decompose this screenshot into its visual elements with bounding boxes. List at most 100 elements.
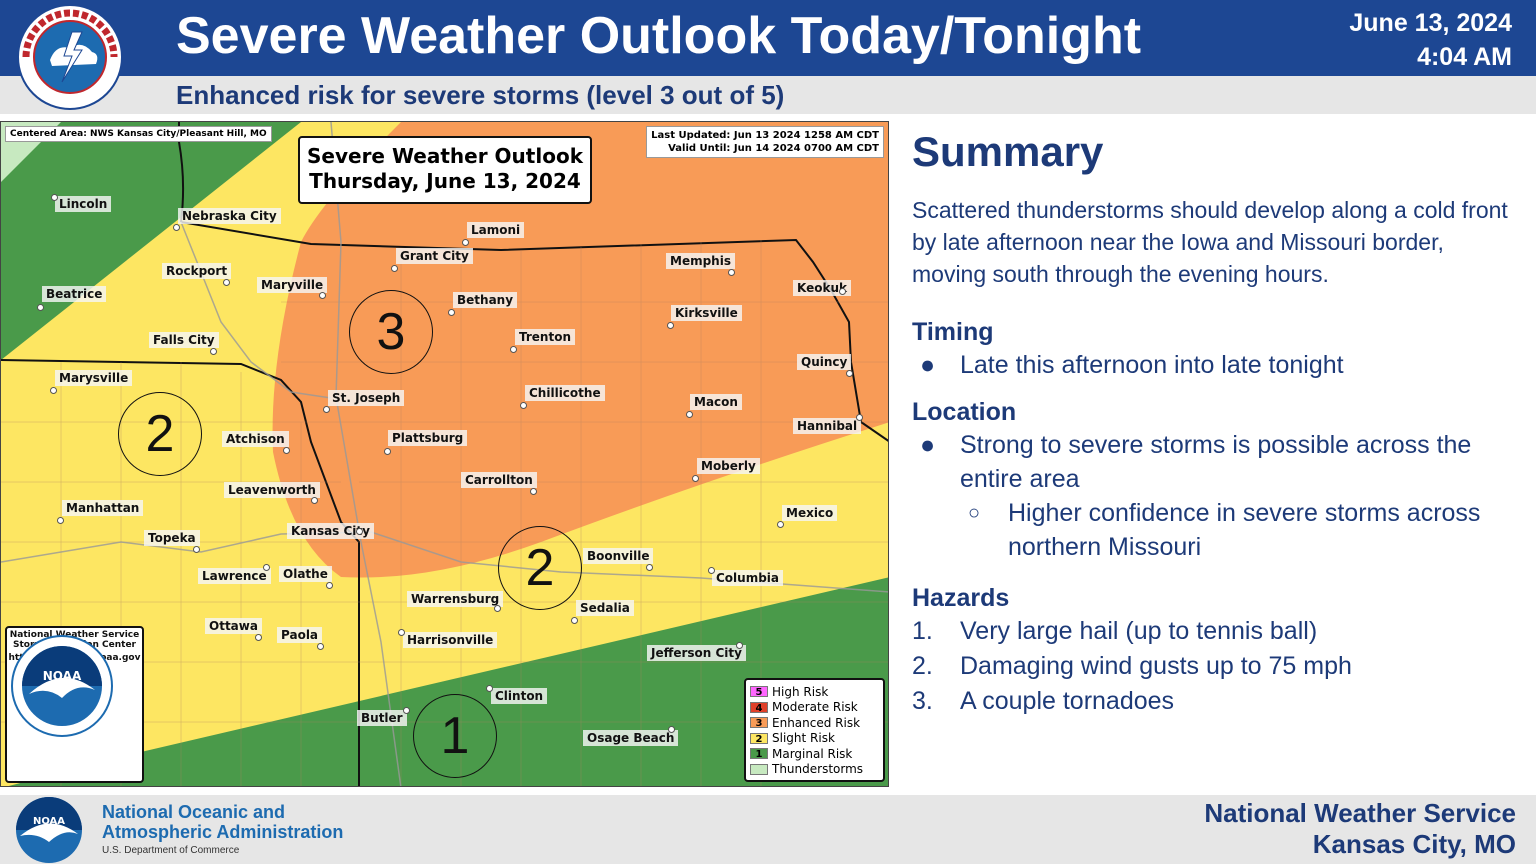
city-dot	[646, 564, 653, 571]
city-label: Harrisonville	[403, 632, 498, 648]
issue-time: 4:04 AM	[1417, 43, 1512, 71]
nws-logo-icon	[17, 4, 123, 110]
summary-panel: Summary Scattered thunderstorms should d…	[912, 126, 1512, 719]
city-dot	[736, 642, 743, 649]
city-dot	[391, 265, 398, 272]
subtitle-bar	[0, 76, 1536, 114]
page-title: Severe Weather Outlook Today/Tonight	[176, 7, 1142, 65]
hazard-item: 2. Damaging wind gusts up to 75 mph	[912, 649, 1512, 684]
timing-item: ● Late this afternoon into late tonight	[912, 348, 1512, 382]
hazards-heading: Hazards	[912, 584, 1010, 612]
city-dot	[51, 194, 58, 201]
legend-row-moderate: 4 Moderate Risk	[750, 700, 883, 716]
legend-label: Enhanced Risk	[772, 715, 861, 730]
issue-datetime: June 13, 2024 4:04 AM	[1349, 6, 1512, 74]
city-label: Butler	[357, 710, 407, 726]
map-title-box: Severe Weather Outlook Thursday, June 13…	[298, 136, 592, 204]
nws-office-line2: Kansas City, MO	[1312, 829, 1516, 859]
risk-legend: 5 High Risk 4 Moderate Risk 3 Enhanced R…	[744, 678, 885, 782]
hazard-number: 2.	[912, 652, 933, 680]
city-label: Ottawa	[205, 618, 262, 634]
city-dot	[708, 567, 715, 574]
hollow-bullet-icon: ○	[968, 502, 981, 524]
city-dot	[37, 304, 44, 311]
city-dot	[311, 497, 318, 504]
city-label: Atchison	[222, 431, 289, 447]
city-dot	[839, 288, 846, 295]
spc-line1: National Weather Service	[9, 630, 140, 640]
city-label: Maryville	[257, 277, 328, 293]
city-dot	[856, 414, 863, 421]
noaa-name-line2: Atmospheric Administration	[102, 822, 344, 842]
risk-circle-enhanced: 3	[349, 290, 433, 374]
hazard-item: 1. Very large hail (up to tennis ball)	[912, 614, 1512, 649]
hazard-text: A couple tornadoes	[960, 687, 1175, 715]
location-subitem: ○ Higher confidence in severe storms acr…	[912, 496, 1512, 564]
city-dot	[686, 411, 693, 418]
city-dot	[57, 517, 64, 524]
city-dot	[520, 402, 527, 409]
city-label: Keokuk	[793, 280, 851, 296]
location-subtext: Higher confidence in severe storms acros…	[1008, 499, 1481, 561]
location-heading: Location	[912, 398, 1017, 426]
city-label: Manhattan	[62, 500, 144, 516]
city-label: Hannibal	[793, 418, 862, 434]
city-label: Boonville	[583, 548, 654, 564]
city-label: Trenton	[515, 329, 575, 345]
legend-label: Moderate Risk	[772, 700, 858, 715]
city-label: Warrensburg	[407, 591, 504, 607]
outlook-map: Centered Area: NWS Kansas City/Pleasant …	[0, 121, 889, 787]
map-title-line2: Thursday, June 13, 2024	[309, 169, 581, 193]
bullet-icon: ●	[920, 351, 936, 379]
city-label: Kirksville	[671, 305, 742, 321]
legend-row-thunderstorms: Thunderstorms	[750, 762, 883, 778]
city-label: Marysville	[55, 370, 133, 386]
city-label: Quincy	[797, 354, 852, 370]
city-dot	[462, 239, 469, 246]
city-label: Osage Beach	[583, 730, 679, 746]
city-dot	[448, 309, 455, 316]
last-updated: Last Updated: Jun 13 2024 1258 AM CDT	[651, 130, 879, 141]
noaa-name: National Oceanic and Atmospheric Adminis…	[102, 802, 343, 842]
city-label: Mexico	[782, 505, 838, 521]
noaa-footer-logo-text: NOAA	[33, 816, 65, 827]
noaa-logo-text: NOAA	[43, 669, 82, 683]
risk-circle-marginal: 1	[413, 694, 497, 778]
city-label: Grant City	[396, 248, 473, 264]
legend-label: Marginal Risk	[772, 746, 853, 761]
footer-bar	[0, 795, 1536, 864]
legend-swatch: 5	[750, 686, 768, 698]
city-label: Columbia	[712, 570, 784, 586]
risk-circle-slight-west: 2	[118, 392, 202, 476]
city-dot	[777, 521, 784, 528]
legend-row-marginal: 1 Marginal Risk	[750, 746, 883, 762]
city-dot	[510, 346, 517, 353]
city-label: St. Joseph	[328, 390, 405, 406]
city-label: Falls City	[149, 332, 219, 348]
risk-circle-slight-east: 2	[498, 526, 582, 610]
city-dot	[398, 629, 405, 636]
hazard-text: Very large hail (up to tennis ball)	[960, 617, 1318, 645]
city-label: Rockport	[162, 263, 232, 279]
city-label: Lincoln	[55, 196, 112, 212]
noaa-logo-icon: NOAA	[11, 635, 113, 737]
city-label: Sedalia	[576, 600, 634, 616]
city-dot	[193, 546, 200, 553]
legend-label: Slight Risk	[772, 731, 835, 746]
city-dot	[356, 528, 363, 535]
hazard-number: 3.	[912, 687, 933, 715]
summary-heading: Summary	[912, 128, 1104, 175]
location-item: ● Strong to severe storms is possible ac…	[912, 428, 1512, 496]
city-dot	[210, 348, 217, 355]
city-label: Plattsburg	[388, 430, 468, 446]
city-label: Beatrice	[42, 286, 107, 302]
city-dot	[667, 322, 674, 329]
city-label: Chillicothe	[525, 385, 605, 401]
location-text: Strong to severe storms is possible acro…	[960, 431, 1472, 493]
city-dot	[846, 370, 853, 377]
summary-text: Scattered thunderstorms should develop a…	[912, 197, 1508, 287]
city-dot	[494, 605, 501, 612]
city-dot	[323, 406, 330, 413]
city-dot	[384, 448, 391, 455]
city-dot	[486, 685, 493, 692]
